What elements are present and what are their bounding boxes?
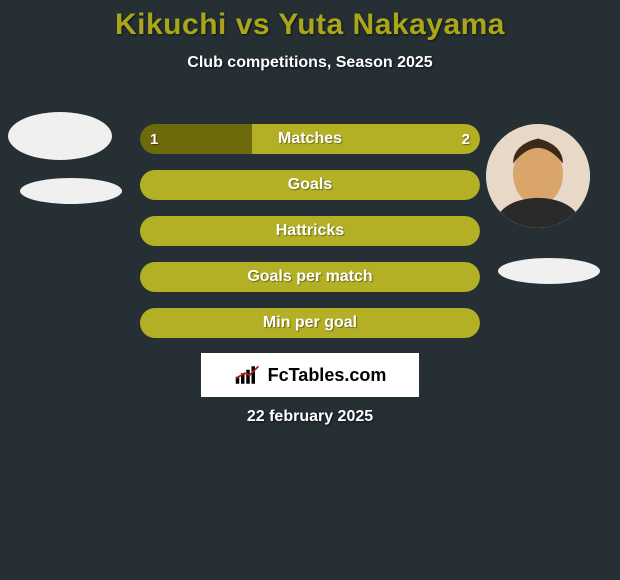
- chart-icon: [234, 364, 262, 386]
- comparison-card: Kikuchi vs Yuta Nakayama Club competitio…: [0, 0, 620, 580]
- avatar-placeholder-icon: [486, 124, 590, 228]
- date-text: 22 february 2025: [0, 408, 620, 426]
- stat-bar-right: [252, 124, 480, 154]
- stat-row: Matches12: [140, 124, 480, 154]
- stat-value-left: 1: [150, 124, 158, 154]
- logo-box: FcTables.com: [201, 353, 419, 397]
- player-right-name-pill: [498, 258, 600, 284]
- stat-bar-right: [140, 216, 480, 246]
- stat-bars: Matches12GoalsHattricksGoals per matchMi…: [140, 124, 480, 354]
- stat-bar-right: [140, 170, 480, 200]
- stat-row: Goals: [140, 170, 480, 200]
- page-subtitle: Club competitions, Season 2025: [0, 54, 620, 72]
- stat-value-right: 2: [462, 124, 470, 154]
- stat-row: Goals per match: [140, 262, 480, 292]
- player-left-avatar: [8, 112, 112, 160]
- stat-bar-right: [140, 262, 480, 292]
- player-left-name-pill: [20, 178, 122, 204]
- stat-row: Min per goal: [140, 308, 480, 338]
- stat-bar-right: [140, 308, 480, 338]
- stat-row: Hattricks: [140, 216, 480, 246]
- player-right-avatar: [486, 124, 590, 228]
- page-title: Kikuchi vs Yuta Nakayama: [0, 8, 620, 42]
- logo-text: FcTables.com: [268, 365, 387, 386]
